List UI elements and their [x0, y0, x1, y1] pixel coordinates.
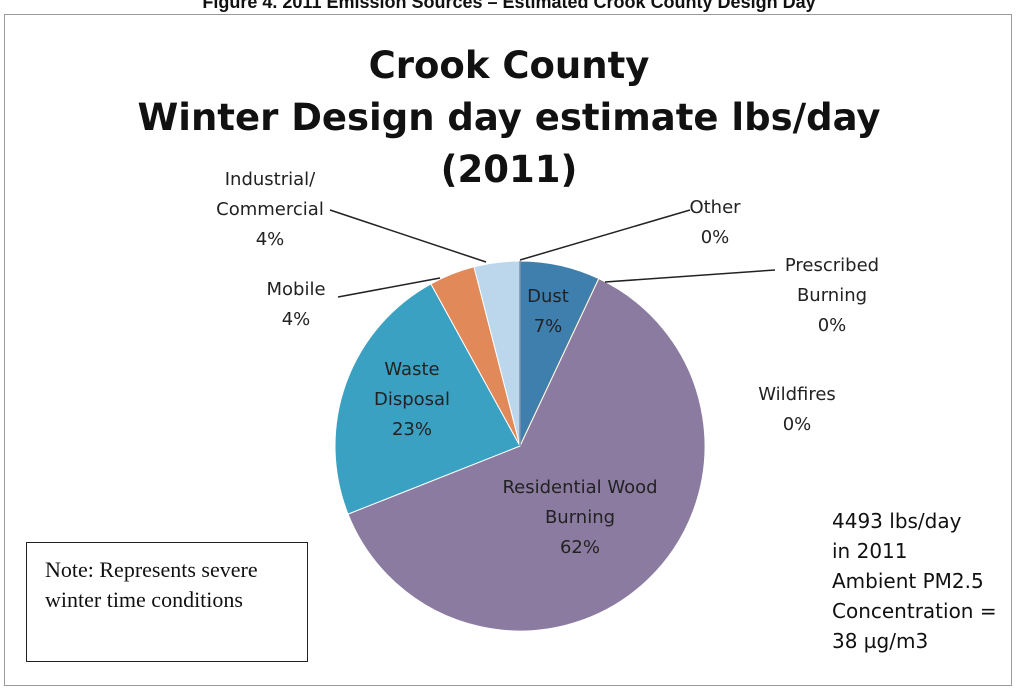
slice-label: Other 0%	[675, 193, 755, 253]
slice-label: Dust 7%	[508, 282, 588, 342]
slice-label: Waste Disposal 23%	[362, 355, 462, 445]
note-box: Note: Represents severe winter time cond…	[26, 542, 308, 662]
leader-line	[337, 277, 441, 298]
pie-slice	[334, 283, 521, 515]
percent-label: 7%	[533, 316, 563, 337]
title-line: (2011)	[440, 148, 578, 191]
leader-line	[604, 269, 776, 283]
category-name: Mobile	[266, 279, 326, 300]
leader-line	[329, 209, 487, 263]
category-name: Other	[689, 197, 741, 218]
leader-line	[519, 209, 691, 261]
title-line: Crook County	[368, 44, 650, 87]
summary-line: Concentration =	[832, 599, 997, 623]
slice-label: Residential Wood Burning 62%	[480, 473, 680, 563]
summary-text: 4493 lbs/day in 2011 Ambient PM2.5 Concentr…	[832, 506, 997, 656]
slice-label: Prescribed Burning 0%	[767, 251, 897, 341]
category-name: Residential Wood Burning	[502, 477, 658, 528]
figure-caption: Figure 4. 2011 Emission Sources – Estima…	[202, 0, 816, 12]
category-name: Waste Disposal	[373, 359, 451, 410]
title-line: Winter Design day estimate lbs/day	[137, 96, 881, 139]
category-name: Industrial/ Commercial	[216, 169, 324, 220]
percent-label: 0%	[782, 414, 812, 435]
percent-label: 23%	[391, 419, 432, 440]
summary-line: 38 µg/m3	[832, 629, 929, 653]
category-name: Wildfires	[758, 384, 836, 405]
percent-label: 0%	[700, 227, 730, 248]
summary-line: 4493 lbs/day	[832, 509, 962, 533]
slice-label: Industrial/ Commercial 4%	[205, 165, 335, 255]
percent-label: 4%	[281, 309, 311, 330]
pie-slice	[347, 277, 706, 632]
chart-title: Crook County Winter Design day estimate l…	[0, 40, 1018, 196]
percent-label: 0%	[817, 315, 847, 336]
summary-line: in 2011	[832, 539, 908, 563]
slice-label: Wildfires 0%	[747, 380, 847, 440]
category-name: Prescribed Burning	[784, 255, 880, 306]
percent-label: 62%	[559, 537, 600, 558]
category-name: Dust	[527, 286, 569, 307]
slice-label: Mobile 4%	[246, 275, 346, 335]
percent-label: 4%	[255, 229, 285, 250]
chart-frame	[4, 14, 1012, 686]
summary-line: Ambient PM2.5	[832, 569, 984, 593]
